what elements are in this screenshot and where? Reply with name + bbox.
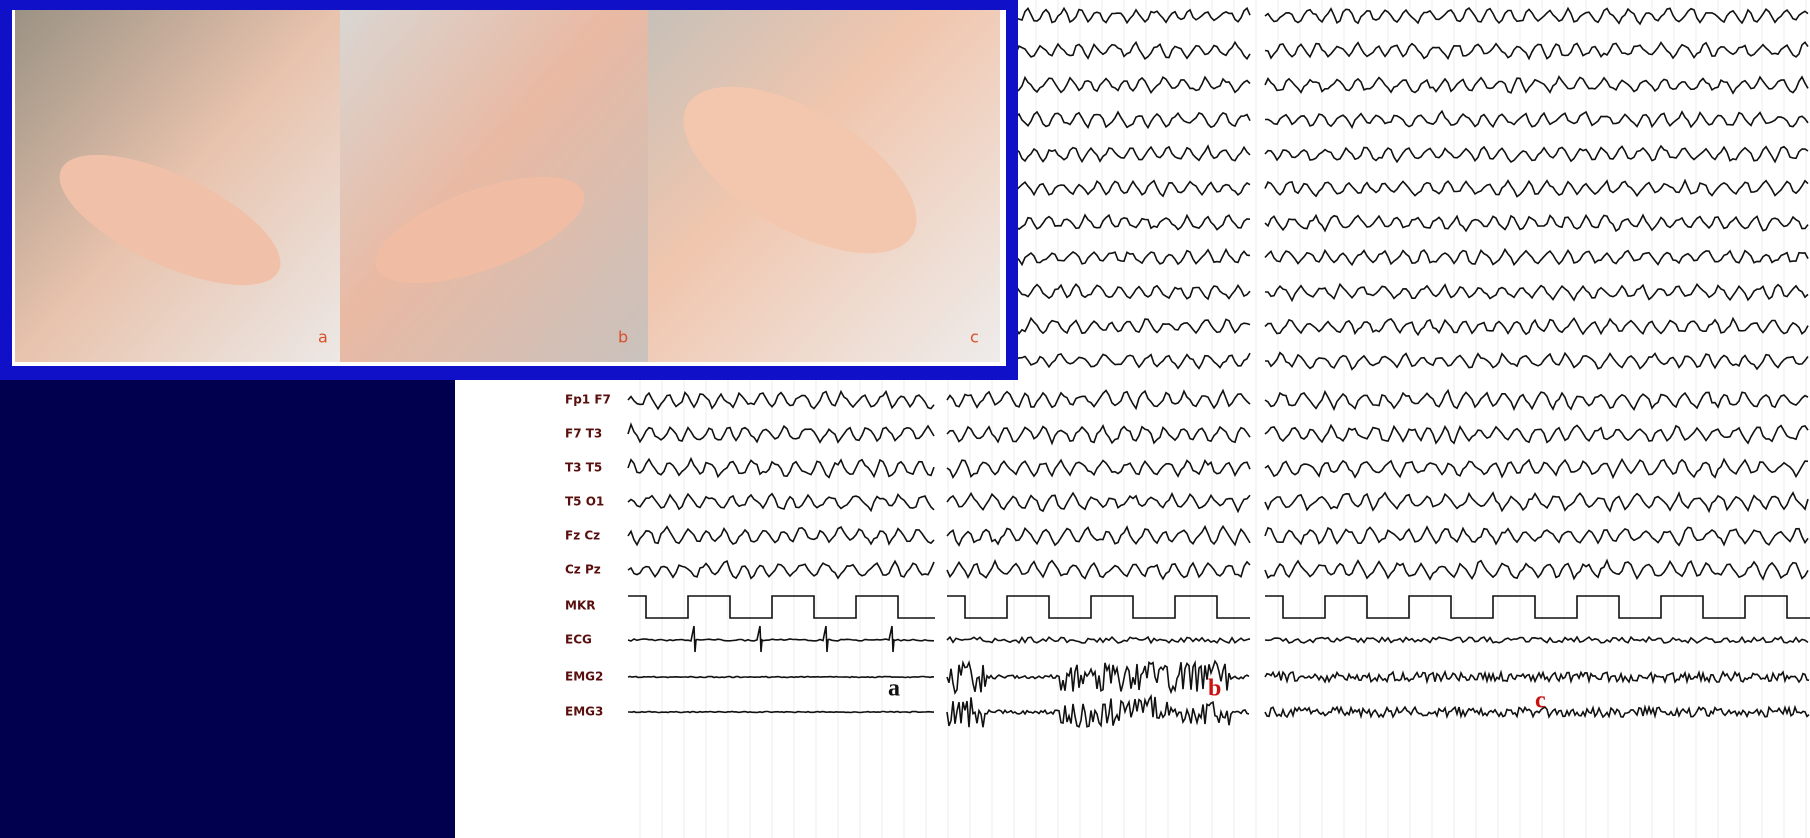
channel-label: MKR xyxy=(565,599,595,613)
slide: Fp1 F7 F7 T3 T3 T5 T5 O1 Fz Cz Cz Pz MKR ECG EMG… xyxy=(0,0,1810,838)
eeg-trace xyxy=(628,712,934,713)
photo-panel: a b c xyxy=(0,0,1018,380)
channel-label: Cz Pz xyxy=(565,563,601,577)
channel-label: F7 T3 xyxy=(565,427,602,441)
panel-label: a xyxy=(888,676,900,702)
channel-label: Fp1 F7 xyxy=(565,393,611,407)
channel-label: ECG xyxy=(565,633,592,647)
panel-label: c xyxy=(1535,688,1546,714)
channel-label: EMG2 xyxy=(565,670,603,684)
channel-label: EMG3 xyxy=(565,705,603,719)
panel-label: b xyxy=(1208,676,1221,702)
page: Fp1 F7 F7 T3 T3 T5 T5 O1 Fz Cz Cz Pz MKR ECG EMG… xyxy=(0,0,1810,838)
photo-label: b xyxy=(618,328,628,347)
channel-label: T5 O1 xyxy=(565,495,604,509)
channel-label: Fz Cz xyxy=(565,529,600,543)
channel-label: T3 T5 xyxy=(565,461,602,475)
photo-label: c xyxy=(970,328,979,347)
photo-label: a xyxy=(318,328,328,347)
